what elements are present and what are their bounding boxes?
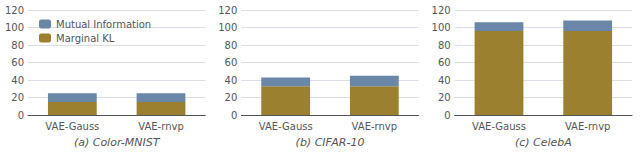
svg-text:VAE-Gauss: VAE-Gauss bbox=[45, 121, 99, 132]
svg-text:60: 60 bbox=[11, 57, 24, 68]
svg-text:120: 120 bbox=[5, 5, 24, 16]
svg-text:VAE-rnvp: VAE-rnvp bbox=[565, 121, 611, 132]
svg-text:VAE-rnvp: VAE-rnvp bbox=[352, 121, 398, 132]
svg-text:100: 100 bbox=[5, 22, 24, 33]
svg-text:120: 120 bbox=[218, 5, 237, 16]
svg-text:(c) CelebA: (c) CelebA bbox=[515, 136, 572, 149]
svg-text:20: 20 bbox=[225, 92, 238, 103]
svg-text:100: 100 bbox=[432, 22, 451, 33]
svg-text:Marginal KL: Marginal KL bbox=[56, 33, 115, 44]
svg-text:40: 40 bbox=[438, 75, 451, 86]
svg-text:120: 120 bbox=[432, 5, 451, 16]
svg-text:Mutual Information: Mutual Information bbox=[56, 19, 151, 30]
svg-text:60: 60 bbox=[438, 57, 451, 68]
svg-text:100: 100 bbox=[218, 22, 237, 33]
svg-text:20: 20 bbox=[11, 92, 24, 103]
svg-text:VAE-Gauss: VAE-Gauss bbox=[472, 121, 526, 132]
svg-text:0: 0 bbox=[231, 110, 237, 121]
svg-text:VAE-rnvp: VAE-rnvp bbox=[138, 121, 184, 132]
svg-text:VAE-Gauss: VAE-Gauss bbox=[259, 121, 313, 132]
svg-text:80: 80 bbox=[225, 40, 238, 51]
svg-text:0: 0 bbox=[18, 110, 24, 121]
svg-text:0: 0 bbox=[444, 110, 450, 121]
svg-text:80: 80 bbox=[438, 40, 451, 51]
svg-text:60: 60 bbox=[225, 57, 238, 68]
svg-text:(b) CIFAR-10: (b) CIFAR-10 bbox=[296, 136, 365, 149]
svg-text:40: 40 bbox=[225, 75, 238, 86]
svg-text:40: 40 bbox=[11, 75, 24, 86]
svg-text:20: 20 bbox=[438, 92, 451, 103]
svg-text:(a) Color-MNIST: (a) Color-MNIST bbox=[74, 136, 161, 149]
svg-text:80: 80 bbox=[11, 40, 24, 51]
